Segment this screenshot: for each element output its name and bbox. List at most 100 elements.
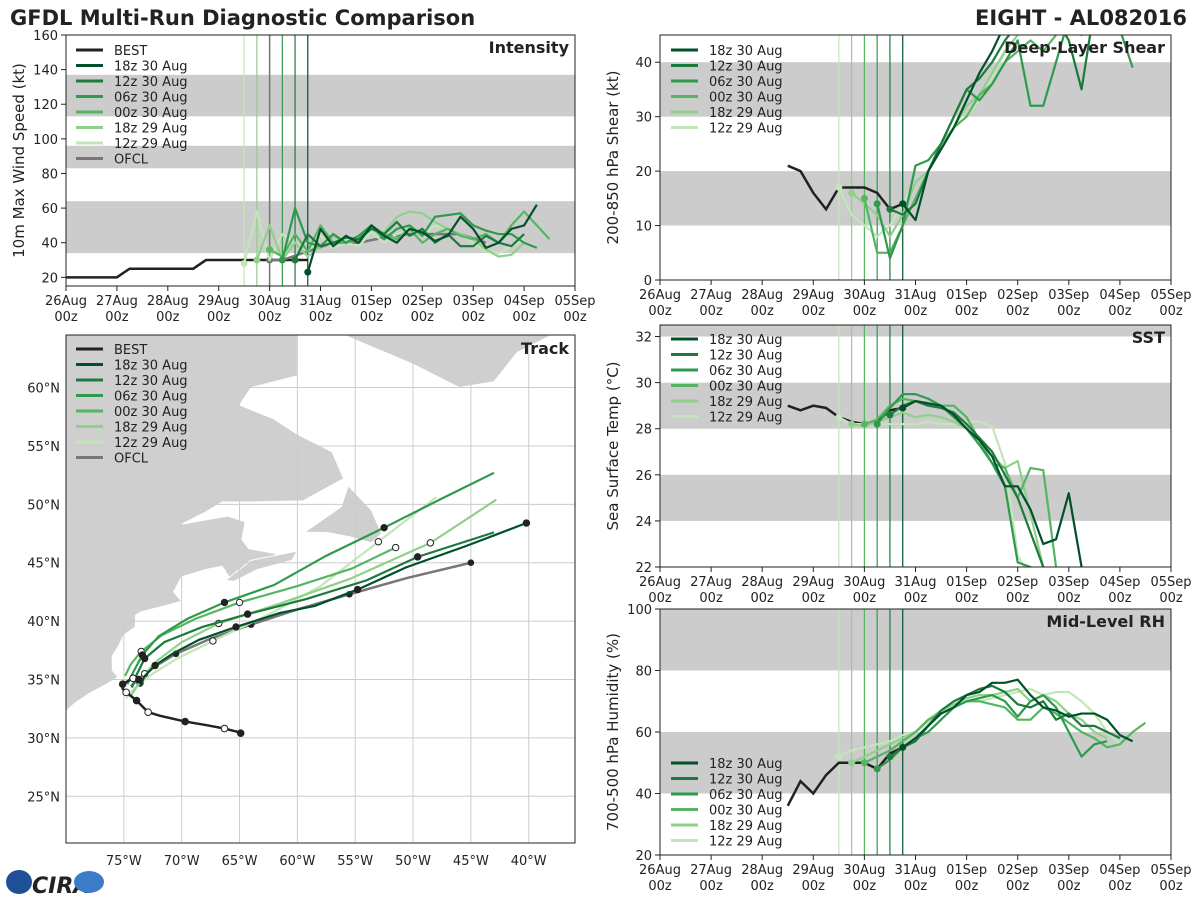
legend-label: 12z 30 Aug xyxy=(709,349,783,364)
x-tick-date: 27Aug xyxy=(690,863,732,878)
forecast-track xyxy=(130,531,495,689)
threshold-band xyxy=(660,609,1171,671)
x-tick-hour: 00z xyxy=(648,591,672,606)
series-init-marker xyxy=(860,420,868,428)
threshold-band xyxy=(660,325,1171,337)
x-tick-date: 02Sep xyxy=(402,294,443,309)
x-tick-hour: 00z xyxy=(512,310,536,325)
y-tick-label: 100 xyxy=(33,133,58,148)
x-tick-hour: 00z xyxy=(54,310,78,325)
map-area xyxy=(66,335,575,843)
x-tick-date: 30Aug xyxy=(843,575,885,590)
y-tick-label: 120 xyxy=(33,98,58,113)
track-position-point xyxy=(243,610,252,618)
x-tick-hour: 00z xyxy=(955,304,979,319)
x-tick-hour: 00z xyxy=(1006,304,1030,319)
lat-tick-label: 60°N xyxy=(27,382,60,397)
legend-label: 06z 30 Aug xyxy=(114,390,188,405)
legend-label: 18z 29 Aug xyxy=(709,106,783,121)
series-init-marker xyxy=(899,743,907,751)
series-init-marker xyxy=(899,200,907,208)
x-tick-date: 04Sep xyxy=(1099,863,1140,878)
track-position-point xyxy=(353,585,362,594)
best-line xyxy=(787,164,904,212)
best-track-point xyxy=(236,729,245,738)
x-tick-date: 28Aug xyxy=(147,294,189,309)
series-line xyxy=(306,204,538,273)
legend-label: 00z 30 Aug xyxy=(709,91,783,106)
x-tick-date: 29Aug xyxy=(792,288,834,303)
track-position-point xyxy=(209,637,217,645)
series-init-marker xyxy=(886,205,894,213)
legend-label: 18z 29 Aug xyxy=(114,421,188,436)
series-line xyxy=(255,210,525,262)
y-tick-label: 60 xyxy=(41,202,58,217)
series-init-marker xyxy=(278,256,286,264)
x-tick-hour: 00z xyxy=(1159,591,1183,606)
newfoundland-land xyxy=(302,484,383,544)
series-init-marker xyxy=(291,256,299,264)
x-tick-hour: 00z xyxy=(1006,591,1030,606)
series-init-marker xyxy=(253,256,261,264)
panel-title: Track xyxy=(521,339,569,358)
legend-label: 18z 30 Aug xyxy=(709,757,783,772)
x-tick-date: 27Aug xyxy=(96,294,138,309)
series-init-marker xyxy=(873,420,881,428)
y-tick-label: 40 xyxy=(635,788,652,803)
y-axis-label: 10m Max Wind Speed (kt) xyxy=(10,63,28,258)
x-tick-date: 05Sep xyxy=(1150,288,1191,303)
y-tick-label: 40 xyxy=(635,56,652,71)
series-line xyxy=(864,397,1058,567)
x-tick-hour: 00z xyxy=(1057,879,1081,894)
y-tick-label: 22 xyxy=(635,561,652,576)
y-tick-label: 80 xyxy=(635,665,652,680)
legend-label: 12z 30 Aug xyxy=(709,773,783,788)
x-tick-date: 05Sep xyxy=(554,294,595,309)
legend-label: 18z 29 Aug xyxy=(114,122,188,137)
panel-title: SST xyxy=(1132,328,1165,347)
series-line xyxy=(281,207,538,261)
lon-tick-label: 65°W xyxy=(222,854,258,869)
track-position-point xyxy=(140,654,149,663)
x-tick-date: 28Aug xyxy=(741,288,783,303)
x-tick-date: 03Sep xyxy=(1048,575,1089,590)
x-tick-hour: 00z xyxy=(207,310,231,325)
legend-label: 00z 30 Aug xyxy=(114,106,188,121)
lon-tick-label: 55°W xyxy=(337,854,373,869)
x-tick-date: 05Sep xyxy=(1150,863,1191,878)
north-america-land xyxy=(66,335,345,712)
y-tick-label: 0 xyxy=(644,274,652,289)
threshold-band xyxy=(660,474,1171,521)
x-tick-hour: 00z xyxy=(105,310,129,325)
series-line xyxy=(851,687,1108,764)
series-init-marker xyxy=(848,759,856,767)
best-track-point xyxy=(220,724,229,733)
legend-label: 18z 30 Aug xyxy=(709,333,783,348)
legend-label: 12z 29 Aug xyxy=(114,137,188,152)
track-position-point xyxy=(380,523,388,532)
series-line xyxy=(294,220,525,261)
x-tick-date: 04Sep xyxy=(1099,575,1140,590)
series-init-marker xyxy=(886,753,894,761)
x-tick-hour: 00z xyxy=(904,304,928,319)
plot-area xyxy=(660,35,1171,280)
x-tick-hour: 00z xyxy=(411,310,435,325)
cira-logo: CIRA xyxy=(6,870,104,899)
x-tick-date: 31Aug xyxy=(300,294,342,309)
y-tick-label: 26 xyxy=(635,469,652,484)
series-line xyxy=(902,399,1083,567)
legend-label: BEST xyxy=(114,44,147,59)
panel-rh: 2040608010026Aug00z27Aug00z28Aug00z29Aug… xyxy=(604,603,1192,894)
x-tick-date: 03Sep xyxy=(1048,863,1089,878)
legend-label: 00z 30 Aug xyxy=(709,380,783,395)
series-init-marker xyxy=(860,759,868,767)
x-tick-date: 30Aug xyxy=(843,288,885,303)
x-tick-hour: 00z xyxy=(1159,879,1183,894)
best-line xyxy=(786,746,904,807)
best-track-point xyxy=(118,680,127,688)
lat-tick-label: 30°N xyxy=(27,732,60,747)
lat-tick-label: 25°N xyxy=(27,790,60,805)
series-line xyxy=(901,35,1002,222)
lat-tick-label: 35°N xyxy=(27,674,60,689)
